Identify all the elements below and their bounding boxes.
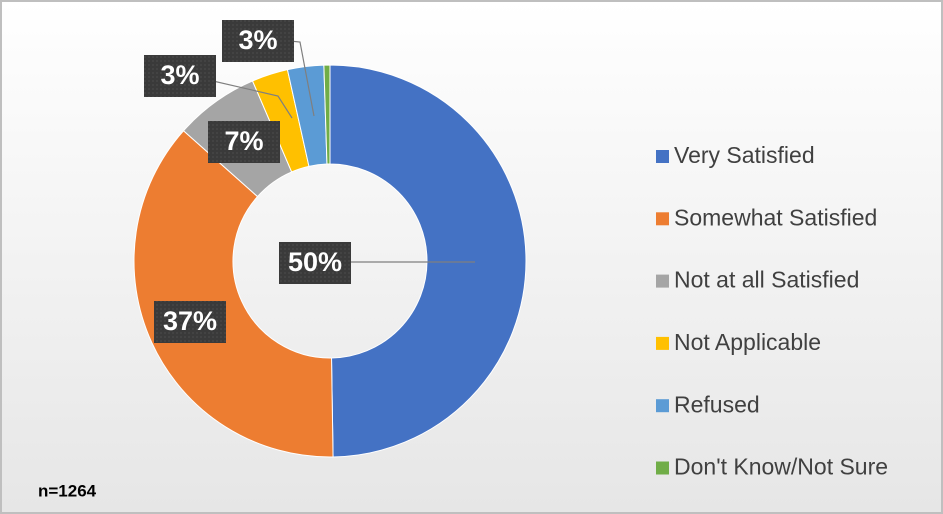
label-box <box>144 55 216 97</box>
data-label: 3% <box>160 60 199 90</box>
legend-label: Very Satisfied <box>674 142 815 168</box>
legend-swatch <box>656 461 669 475</box>
donut-slice <box>323 64 331 165</box>
legend-label: Not Applicable <box>674 329 821 355</box>
legend-label: Refused <box>674 391 760 417</box>
legend-swatch <box>656 212 669 226</box>
label-box <box>279 242 351 284</box>
legend-swatch <box>656 336 669 350</box>
donut-slice <box>133 130 334 458</box>
legend-swatch <box>656 399 669 413</box>
data-label: 3% <box>238 25 277 55</box>
data-label: 7% <box>224 126 263 156</box>
donut-slice <box>329 64 527 458</box>
annotation: n=1264 <box>38 481 97 500</box>
legend-swatch <box>656 274 669 288</box>
leader-line <box>199 77 293 119</box>
legend-label: Somewhat Satisfied <box>674 204 877 230</box>
label-box <box>208 121 280 163</box>
legend-label: Don't Know/Not Sure <box>674 454 888 480</box>
legend-swatch <box>656 150 669 163</box>
label-box <box>154 301 226 343</box>
legend-label: Not at all Satisfied <box>674 267 859 293</box>
data-label: 37% <box>163 306 217 336</box>
data-label: 50% <box>288 247 342 277</box>
label-box <box>222 20 294 62</box>
